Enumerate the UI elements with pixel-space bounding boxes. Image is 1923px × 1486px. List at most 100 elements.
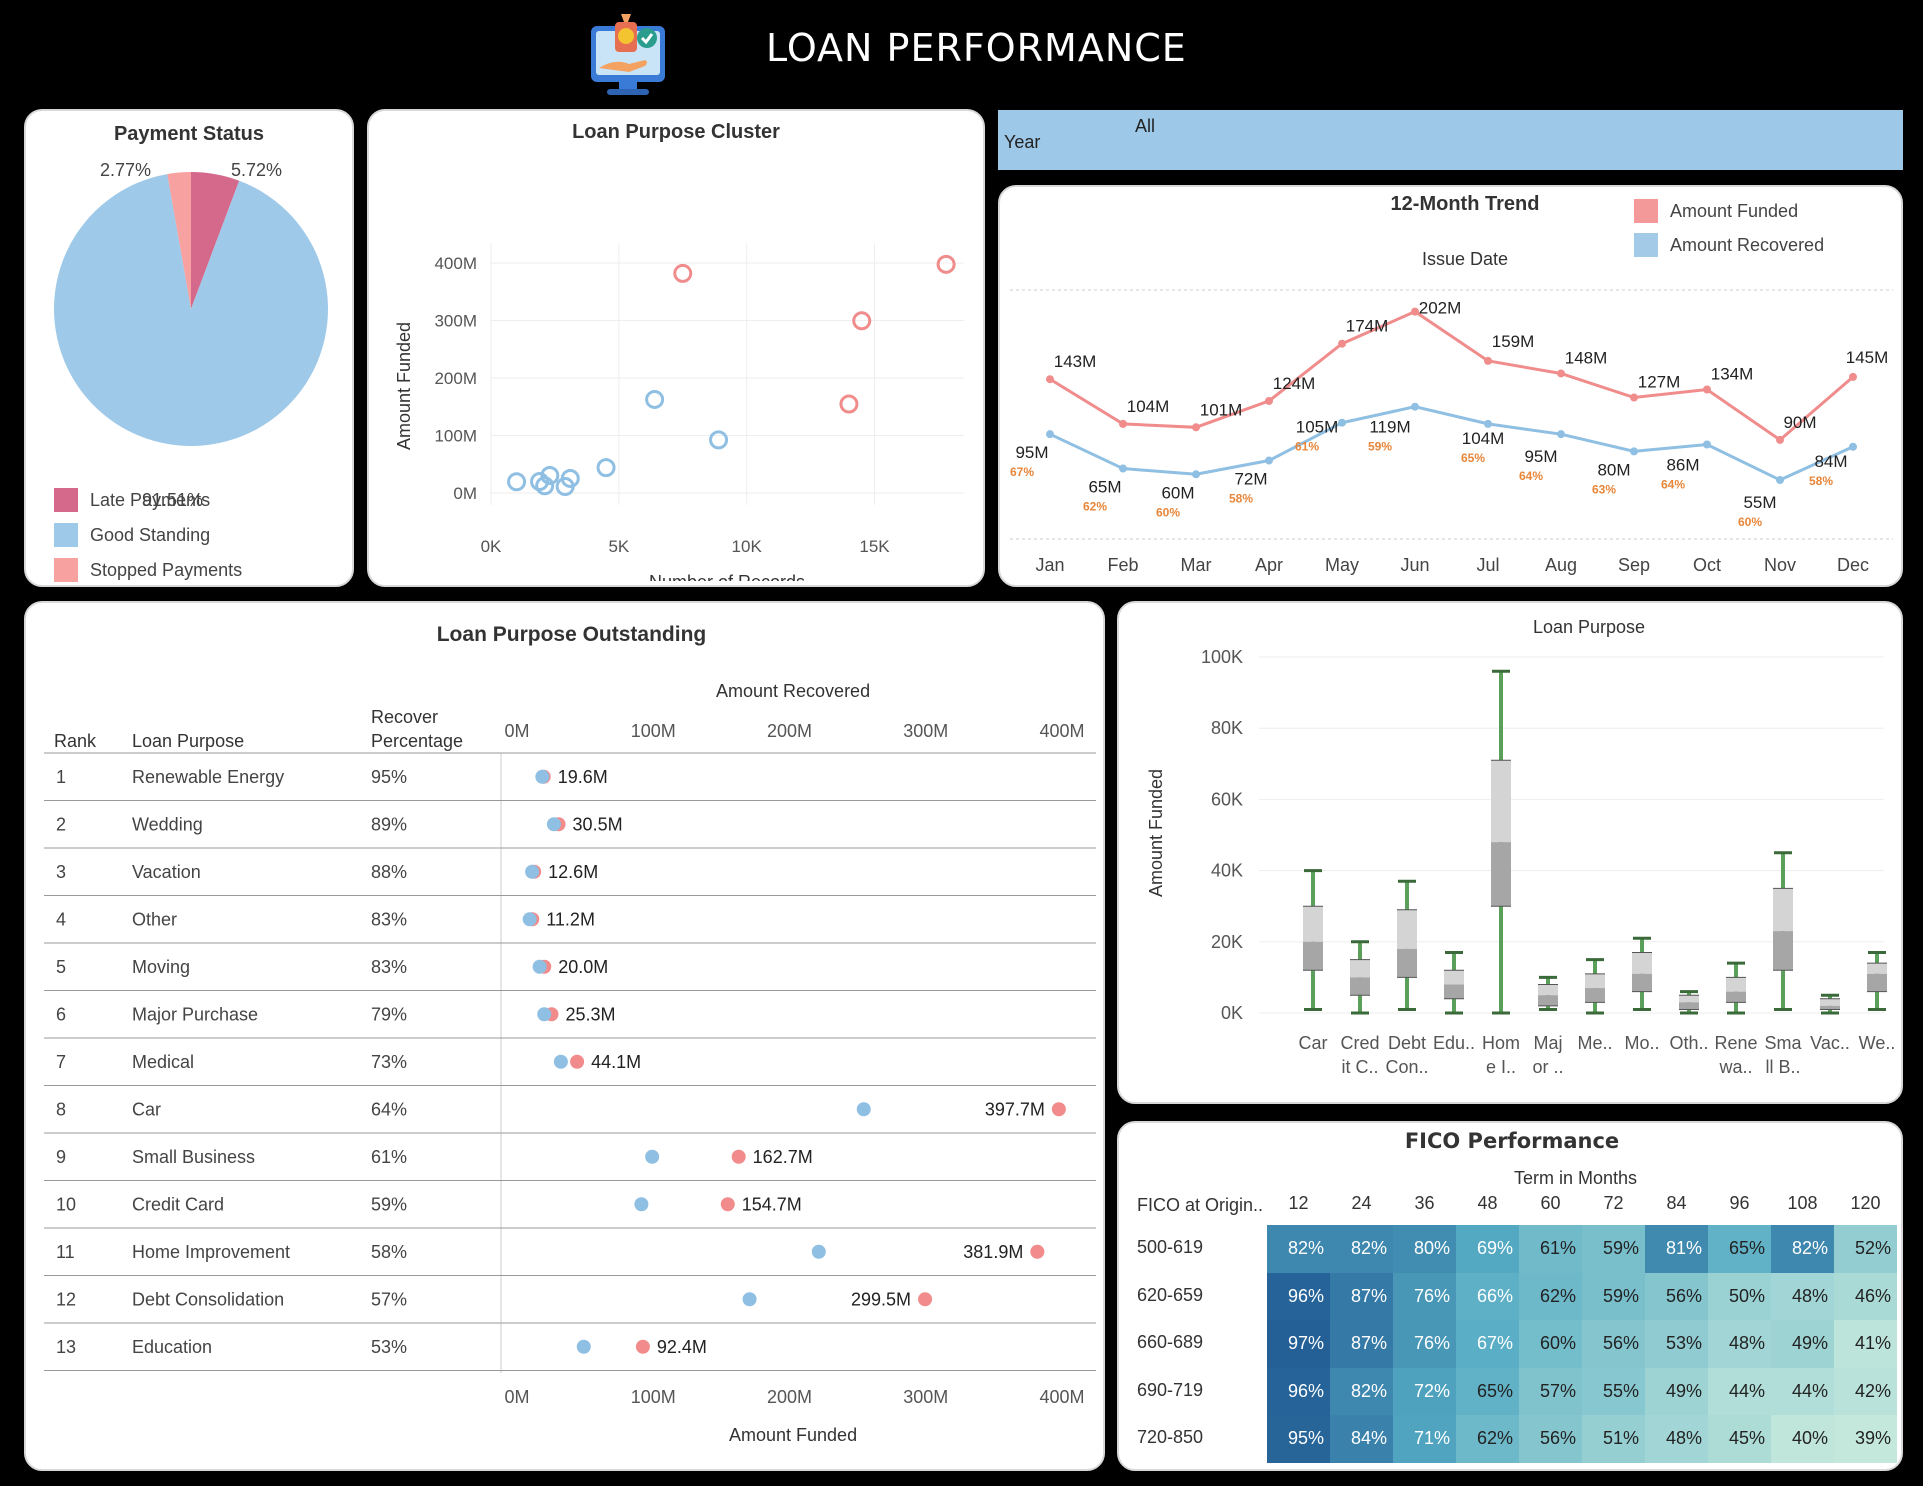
trend-point[interactable]	[1630, 447, 1638, 456]
row-purpose[interactable]: Credit Card	[132, 1194, 224, 1214]
fico-cell[interactable]: 96%	[1267, 1272, 1330, 1321]
fico-cell[interactable]: 84%	[1330, 1415, 1393, 1463]
box-lower[interactable]	[1632, 973, 1652, 992]
fico-cell[interactable]: 82%	[1330, 1367, 1393, 1416]
fico-cell[interactable]: 56%	[1582, 1320, 1645, 1368]
fico-cell[interactable]: 45%	[1708, 1415, 1771, 1463]
fico-cell[interactable]: 60%	[1519, 1320, 1582, 1368]
dot-recovered[interactable]	[553, 1054, 568, 1069]
dot-recovered[interactable]	[532, 959, 547, 974]
pie-slice-stopped-payments[interactable]	[167, 172, 191, 309]
pie-slice-late-payments[interactable]	[191, 172, 240, 309]
dot-recovered[interactable]	[522, 912, 537, 927]
legend-amount-recovered[interactable]: Amount Recovered	[1634, 233, 1824, 257]
fico-cell[interactable]: 48%	[1645, 1415, 1708, 1463]
fico-cell[interactable]: 65%	[1456, 1367, 1519, 1416]
trend-point[interactable]	[1338, 418, 1346, 427]
fico-cell[interactable]: 55%	[1582, 1367, 1645, 1416]
trend-point[interactable]	[1119, 419, 1127, 428]
scatter-point[interactable]	[852, 311, 872, 331]
row-purpose[interactable]: Wedding	[132, 814, 203, 834]
box-upper[interactable]	[1350, 959, 1370, 978]
box-lower[interactable]	[1303, 941, 1323, 971]
fico-cell[interactable]: 69%	[1456, 1225, 1519, 1273]
row-purpose[interactable]: Major Purchase	[132, 1004, 258, 1024]
fico-cell[interactable]: 46%	[1834, 1272, 1897, 1321]
fico-cell[interactable]: 39%	[1834, 1415, 1897, 1463]
box-upper[interactable]	[1679, 995, 1699, 1003]
trend-point[interactable]	[1046, 430, 1054, 439]
row-purpose[interactable]: Debt Consolidation	[132, 1289, 284, 1309]
box-lower[interactable]	[1726, 991, 1746, 1003]
box-upper[interactable]	[1303, 906, 1323, 942]
dot-funded[interactable]	[570, 1054, 585, 1069]
box-lower[interactable]	[1679, 1002, 1699, 1010]
trend-point[interactable]	[1557, 369, 1565, 378]
box-upper[interactable]	[1538, 984, 1558, 996]
fico-cell[interactable]: 48%	[1708, 1320, 1771, 1368]
fico-cell[interactable]: 56%	[1645, 1272, 1708, 1321]
fico-cell[interactable]: 65%	[1708, 1225, 1771, 1273]
scatter-point[interactable]	[596, 458, 616, 478]
fico-cell[interactable]: 76%	[1393, 1272, 1456, 1321]
fico-cell[interactable]: 81%	[1645, 1225, 1708, 1273]
legend-late-payments[interactable]: Late Payments	[54, 488, 210, 512]
fico-cell[interactable]: 51%	[1582, 1415, 1645, 1463]
dot-recovered[interactable]	[576, 1339, 591, 1354]
fico-cell[interactable]: 57%	[1519, 1367, 1582, 1416]
box-upper[interactable]	[1444, 970, 1464, 985]
dot-recovered[interactable]	[811, 1244, 826, 1259]
fico-cell[interactable]: 62%	[1456, 1415, 1519, 1463]
fico-cell[interactable]: 62%	[1519, 1272, 1582, 1321]
trend-point[interactable]	[1776, 476, 1784, 484]
trend-point[interactable]	[1849, 442, 1857, 451]
dot-recovered[interactable]	[742, 1292, 757, 1307]
legend-amount-funded[interactable]: Amount Funded	[1634, 199, 1798, 223]
box-lower[interactable]	[1867, 973, 1887, 992]
trend-point[interactable]	[1776, 435, 1784, 444]
year-filter[interactable]: Year All	[998, 110, 1903, 170]
fico-cell[interactable]: 80%	[1393, 1225, 1456, 1273]
trend-point[interactable]	[1119, 464, 1127, 473]
row-purpose[interactable]: Small Business	[132, 1147, 255, 1167]
dot-recovered[interactable]	[525, 864, 540, 879]
dot-funded[interactable]	[731, 1149, 746, 1164]
trend-point[interactable]	[1265, 396, 1273, 405]
box-lower[interactable]	[1350, 977, 1370, 996]
dot-recovered[interactable]	[645, 1149, 660, 1164]
box-upper[interactable]	[1397, 909, 1417, 949]
fico-cell[interactable]: 56%	[1519, 1415, 1582, 1463]
fico-cell[interactable]: 42%	[1834, 1367, 1897, 1416]
trend-point[interactable]	[1630, 393, 1638, 402]
fico-cell[interactable]: 49%	[1771, 1320, 1834, 1368]
trend-point[interactable]	[1703, 440, 1711, 449]
row-purpose[interactable]: Other	[132, 909, 177, 929]
box-upper[interactable]	[1773, 888, 1793, 932]
fico-cell[interactable]: 71%	[1393, 1415, 1456, 1463]
fico-cell[interactable]: 87%	[1330, 1320, 1393, 1368]
box-upper[interactable]	[1867, 963, 1887, 974]
row-purpose[interactable]: Home Improvement	[132, 1242, 290, 1262]
year-filter-value[interactable]: All	[1135, 116, 1156, 136]
fico-cell[interactable]: 48%	[1771, 1272, 1834, 1321]
box-upper[interactable]	[1726, 977, 1746, 992]
row-purpose[interactable]: Education	[132, 1337, 212, 1357]
fico-cell[interactable]: 44%	[1708, 1367, 1771, 1416]
fico-cell[interactable]: 44%	[1771, 1367, 1834, 1416]
trend-point[interactable]	[1411, 307, 1419, 316]
dot-recovered[interactable]	[856, 1102, 871, 1117]
fico-cell[interactable]: 52%	[1834, 1225, 1897, 1273]
dot-recovered[interactable]	[537, 1007, 552, 1022]
trend-point[interactable]	[1557, 430, 1565, 439]
dot-funded[interactable]	[720, 1197, 735, 1212]
fico-cell[interactable]: 41%	[1834, 1320, 1897, 1368]
dot-recovered[interactable]	[546, 817, 561, 832]
trend-point[interactable]	[1265, 456, 1273, 465]
scatter-point[interactable]	[535, 476, 555, 496]
trend-point[interactable]	[1484, 419, 1492, 428]
dot-recovered[interactable]	[634, 1197, 649, 1212]
fico-cell[interactable]: 61%	[1519, 1225, 1582, 1273]
box-lower[interactable]	[1444, 984, 1464, 999]
dot-funded[interactable]	[1030, 1244, 1045, 1259]
box-lower[interactable]	[1491, 842, 1511, 907]
